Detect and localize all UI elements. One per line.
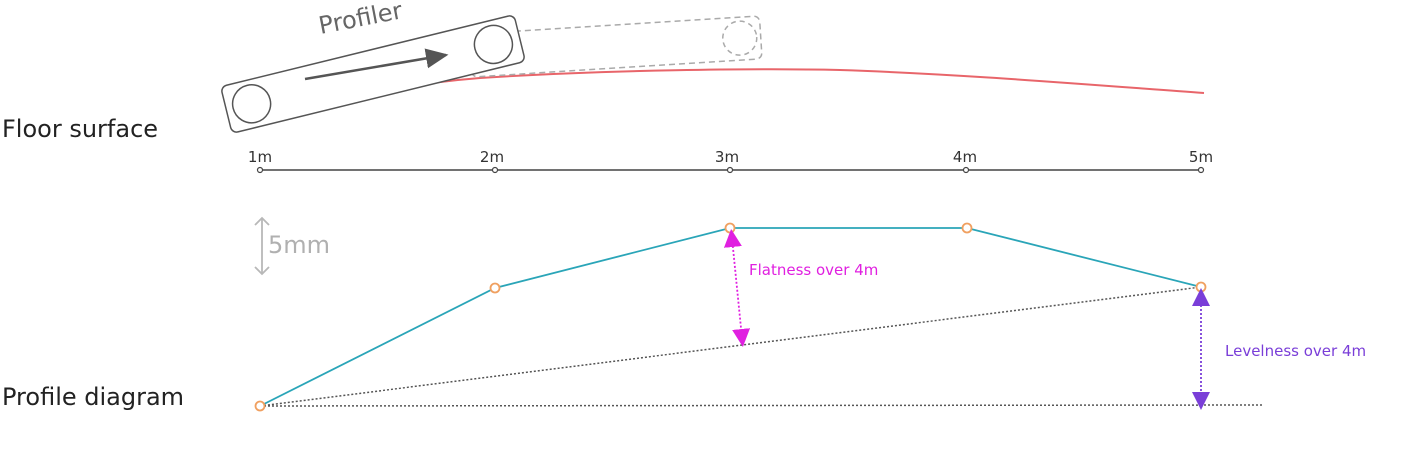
tick-label-1m: 1m (248, 148, 272, 166)
profiler-label: Profiler (316, 0, 404, 40)
tick-label-5m: 5m (1189, 148, 1213, 166)
tick-label-4m: 4m (953, 148, 977, 166)
tick-label-2m: 2m (480, 148, 504, 166)
flatness-arrow (723, 229, 751, 347)
profile-points (254, 222, 1207, 412)
flatness-reference-line (259, 286, 1202, 407)
profile-line (259, 227, 1202, 407)
levelness-reference-line (259, 404, 1264, 407)
profile-point (1195, 281, 1207, 293)
profile-point (724, 222, 736, 234)
scale-arrow (254, 216, 270, 276)
direction-arrow (304, 48, 449, 81)
axis-ticks (256, 166, 1205, 174)
profiler-body (221, 15, 525, 133)
flatness-label: Flatness over 4m (749, 261, 878, 279)
floor-surface-label: Floor surface (2, 115, 158, 143)
tick-label-3m: 3m (715, 148, 739, 166)
profile-point (254, 400, 266, 412)
profile-point (961, 222, 973, 234)
profile-diagram-label: Profile diagram (2, 383, 184, 411)
profile-point (489, 282, 501, 294)
levelness-label: Levelness over 4m (1225, 342, 1366, 360)
scale-label: 5mm (268, 231, 330, 259)
